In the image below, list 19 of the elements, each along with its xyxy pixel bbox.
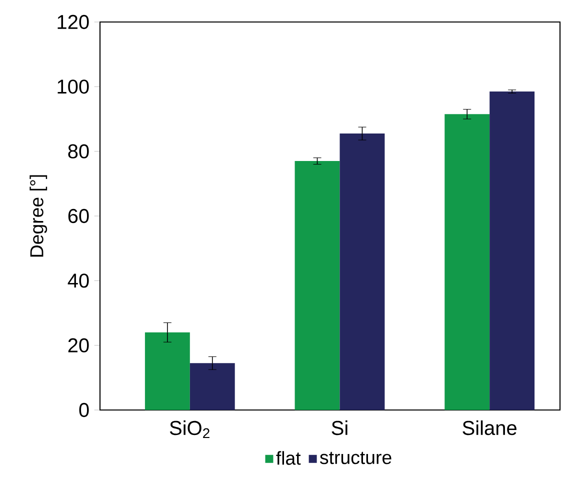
legend-label: structure (320, 452, 392, 464)
bar (144, 332, 190, 410)
legend-label: flat (276, 451, 301, 465)
y-tick-label: 0 (79, 402, 89, 418)
x-tick-label: Silane (462, 420, 516, 436)
y-tick-label: 80 (68, 144, 89, 158)
bar (190, 363, 235, 410)
y-tick-label: 120 (58, 14, 89, 30)
y-tick-label: 40 (68, 274, 89, 288)
y-axis-title: Degree [°] (30, 175, 48, 257)
x-tick-label: Si (332, 420, 348, 436)
bar (340, 134, 385, 410)
y-tick-label: 60 (68, 208, 89, 224)
y-tick-label: 20 (68, 338, 89, 352)
bar (294, 161, 340, 410)
bar (490, 92, 535, 410)
y-tick-label: 100 (58, 80, 89, 94)
bar (444, 114, 490, 410)
x-tick-label: SiO$_{2}$ (170, 420, 210, 438)
